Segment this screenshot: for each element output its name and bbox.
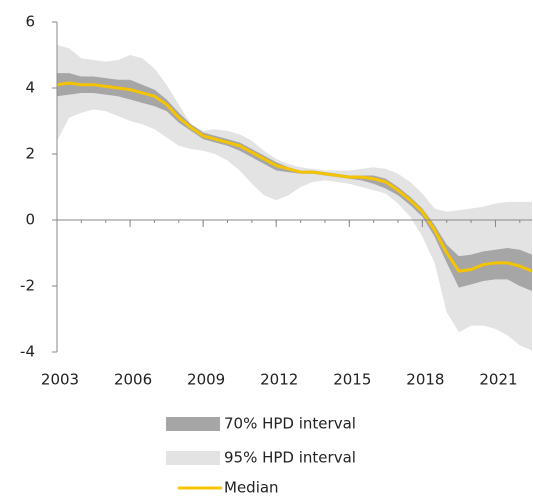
legend-label: 95% HPD interval bbox=[224, 449, 356, 467]
hpd-band bbox=[57, 73, 532, 291]
x-tick-label: 2006 bbox=[114, 371, 152, 389]
x-tick-label: 2018 bbox=[406, 371, 444, 389]
x-tick-label: 2003 bbox=[41, 371, 79, 389]
legend-swatch bbox=[166, 417, 220, 431]
legend-label: Median bbox=[224, 479, 279, 497]
median-line bbox=[56, 81, 533, 273]
x-tick-label: 2015 bbox=[333, 371, 371, 389]
x-tick-label: 2021 bbox=[479, 371, 517, 389]
y-tick-label: -2 bbox=[20, 277, 35, 295]
legend-label: 70% HPD interval bbox=[224, 415, 356, 433]
y-tick-label: 2 bbox=[25, 145, 35, 163]
x-tick-label: 2009 bbox=[187, 371, 225, 389]
y-tick-label: -4 bbox=[20, 343, 35, 361]
hpd-band bbox=[57, 45, 532, 351]
legend-swatch bbox=[166, 451, 220, 465]
x-tick-label: 2012 bbox=[260, 371, 298, 389]
y-tick-label: 6 bbox=[25, 13, 35, 31]
y-tick-label: 0 bbox=[25, 211, 35, 229]
y-tick-label: 4 bbox=[25, 79, 35, 97]
